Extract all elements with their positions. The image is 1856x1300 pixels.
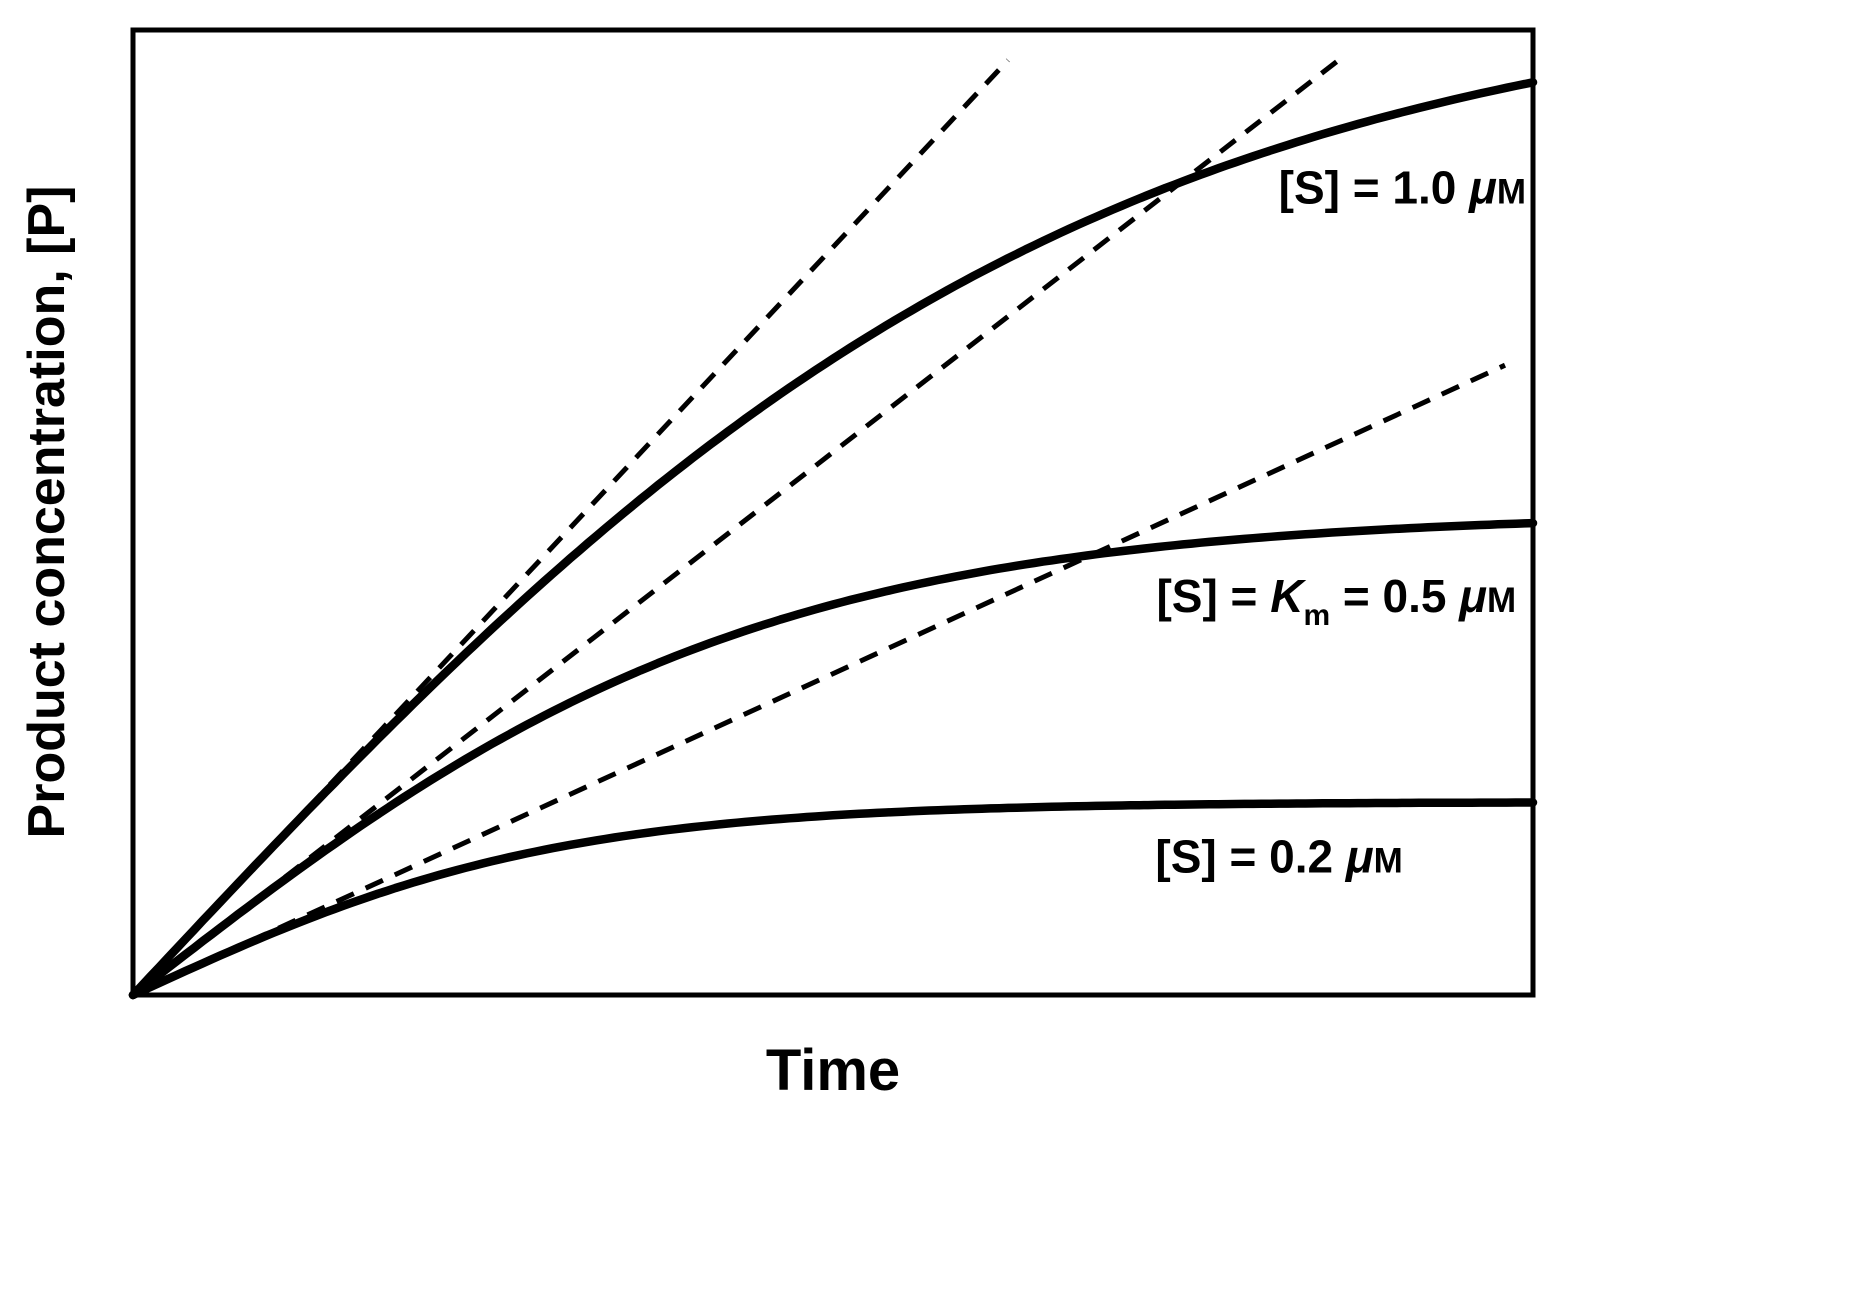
curves-group — [128, 78, 1538, 1000]
curve-substrate-Km-0-5-uM — [128, 518, 1538, 1000]
tangent-line-substrate-1-0-uM — [131, 58, 1010, 997]
y-axis-label: Product concentration, [P] — [18, 186, 76, 839]
tangent-lines-group — [131, 57, 1507, 998]
curve-label-substrate-0-2-uM: [S] = 0.2 μM — [1155, 830, 1402, 882]
curve-label-substrate-Km-0-5-uM: [S] = Km = 0.5 μM — [1156, 570, 1516, 632]
curve-substrate-1-0-uM — [128, 78, 1538, 1000]
curve-label-substrate-1-0-uM: [S] = 1.0 μM — [1279, 162, 1526, 214]
plot-frame — [130, 27, 1536, 998]
tangent-line-substrate-0-2-uM — [131, 362, 1507, 998]
curve-substrate-0-2-uM — [128, 798, 1538, 1000]
curve-labels-group: [S] = 1.0 μM [S] = Km = 0.5 μM [S] = 0.2 μ… — [1155, 162, 1526, 883]
x-axis-label: Time — [766, 1038, 900, 1103]
